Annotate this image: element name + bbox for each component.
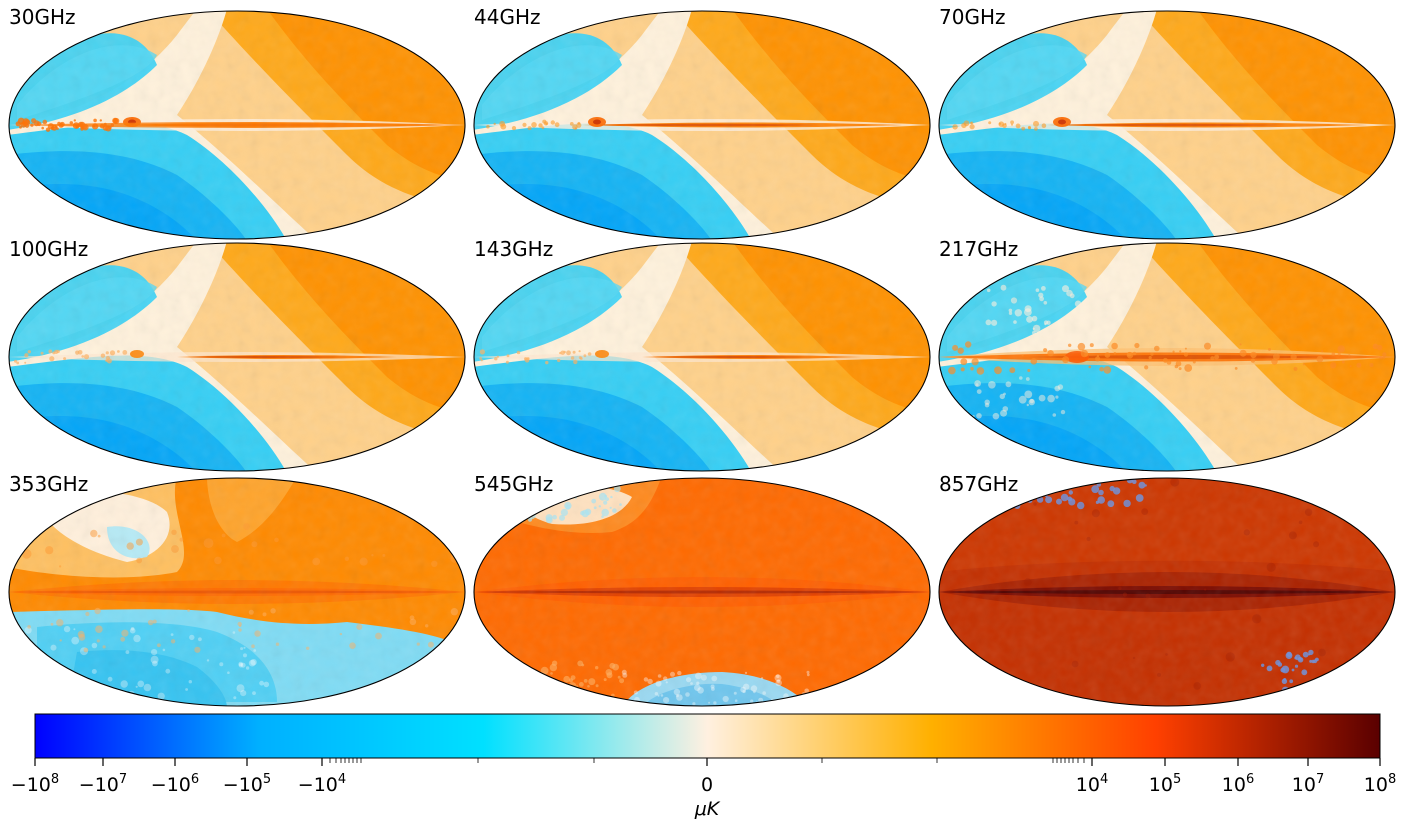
sky-map-panel: [473, 242, 931, 472]
sky-map-image: [9, 478, 465, 706]
sky-map-outline: [938, 10, 1396, 240]
panel-frequency-label: 857GHz: [939, 472, 1019, 496]
colorbar-tick-label: −104: [298, 772, 346, 796]
colorbar-tick-label: 0: [701, 774, 713, 796]
sky-map-panel: [938, 477, 1396, 707]
colorbar: −108 −107 −106 −105 −104 0 104 105 106 107 108 μK: [11, 713, 1396, 820]
panel-frequency-label: 217GHz: [939, 237, 1019, 261]
panel-frequency-label: 70GHz: [939, 5, 1006, 29]
sky-map-outline: [8, 477, 466, 707]
sky-map-image: [474, 11, 930, 239]
colorbar-tick-label: 105: [1149, 772, 1181, 796]
sky-map-outline: [473, 477, 931, 707]
sky-map-outline: [938, 477, 1396, 707]
sky-map-outline: [938, 242, 1396, 472]
sky-map-outline: [8, 10, 466, 240]
sky-map-outline: [473, 242, 931, 472]
sky-map-panel: [8, 242, 466, 472]
colorbar-tick-label: −108: [11, 772, 59, 796]
sky-maps-grid: [8, 10, 1396, 707]
panel-frequency-label: 30GHz: [9, 5, 76, 29]
sky-map-panel: [938, 242, 1396, 472]
sky-map-panel: [8, 477, 466, 707]
sky-map-panel: [8, 10, 466, 240]
colorbar-tick-label: −106: [151, 772, 199, 796]
colorbar-tick-label: 107: [1292, 772, 1324, 796]
sky-map-panel: [473, 10, 931, 240]
panel-frequency-label: 44GHz: [474, 5, 541, 29]
panel-frequency-label: 353GHz: [9, 472, 89, 496]
colorbar-tick-label: 106: [1222, 772, 1254, 796]
colorbar-tick-label: 104: [1076, 772, 1108, 796]
sky-map-image: [939, 243, 1395, 471]
colorbar-tick-label: −105: [223, 772, 271, 796]
sky-map-outline: [8, 242, 466, 472]
sky-map-outline: [473, 10, 931, 240]
panel-frequency-label: 100GHz: [9, 237, 89, 261]
colorbar-tick-label: 108: [1364, 772, 1396, 796]
sky-map-image: [939, 478, 1395, 706]
panel-frequency-label: 545GHz: [474, 472, 554, 496]
sky-map-panel: [473, 477, 931, 707]
colorbar-gradient: [34, 713, 1381, 759]
sky-map-panel: [938, 10, 1396, 240]
colorbar-tick-label: −107: [79, 772, 127, 796]
panel-frequency-label: 143GHz: [474, 237, 554, 261]
colorbar-unit-label: μK: [694, 798, 721, 820]
